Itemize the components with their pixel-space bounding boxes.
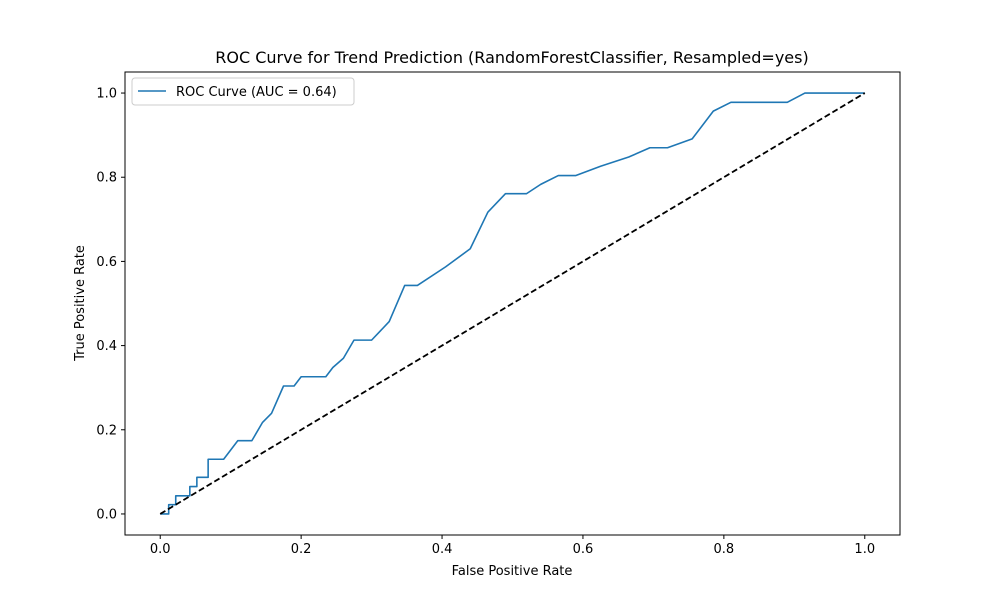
legend: ROC Curve (AUC = 0.64) [131,77,355,106]
y-tick-label: 0.0 [96,507,117,522]
y-tick-label: 0.2 [96,423,117,438]
plot-frame [124,71,901,536]
plot-area [124,71,901,536]
x-tick-label: 0.4 [432,542,453,557]
y-axis-label: True Positive Rate [73,245,88,362]
series-layer [159,92,866,515]
roc-curve-line [160,92,865,515]
x-axis-ticks: 0.0 0.2 0.4 0.6 0.8 1.0 [150,535,875,557]
x-tick-label: 1.0 [854,542,875,557]
y-tick-label: 1.0 [96,87,117,102]
x-tick-label: 0.8 [714,542,735,557]
y-tick-label: 0.6 [96,255,117,270]
legend-label-roc: ROC Curve (AUC = 0.64) [176,85,337,100]
y-tick-label: 0.4 [96,339,117,354]
x-axis-label: False Positive Rate [452,564,573,579]
chance-diagonal-line [159,92,866,515]
x-tick-label: 0.6 [573,542,594,557]
x-tick-label: 0.2 [291,542,312,557]
x-tick-label: 0.0 [150,542,171,557]
y-tick-label: 0.8 [96,171,117,186]
legend-box [131,77,355,106]
y-axis-ticks: 0.0 0.2 0.4 0.6 0.8 1.0 [96,87,125,522]
chart-title: ROC Curve for Trend Prediction (RandomFo… [215,48,808,67]
